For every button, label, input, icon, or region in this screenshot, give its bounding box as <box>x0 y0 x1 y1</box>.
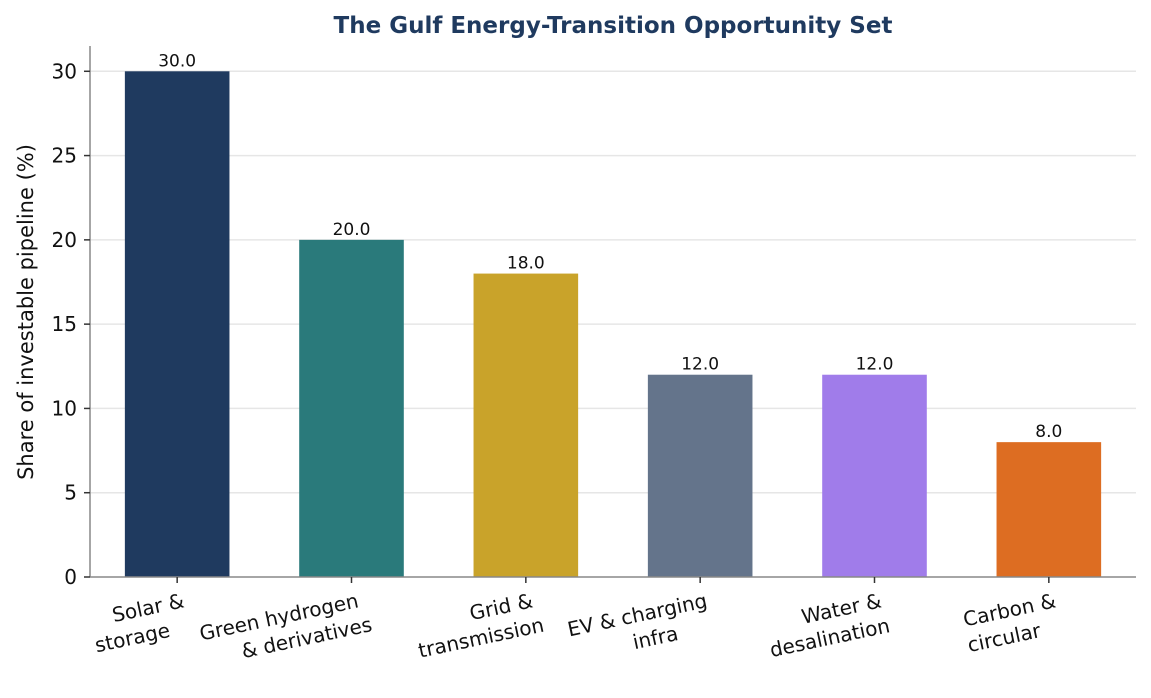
y-tick-label: 30 <box>52 59 77 83</box>
grid-lines <box>90 70 1136 494</box>
x-tick-label-line: storage <box>93 618 172 657</box>
y-tick-label: 15 <box>52 312 77 336</box>
bar <box>647 374 753 577</box>
y-axis-label: Share of investable pipeline (%) <box>14 144 38 480</box>
x-tick-label: Green hydrogen& derivatives <box>197 587 374 671</box>
x-axis-ticks: Solar &storage Green hydrogen& derivative… <box>87 577 1063 671</box>
y-tick-label: 5 <box>64 481 77 505</box>
x-tick-label: EV & charginginfra <box>565 588 714 666</box>
data-label: 18.0 <box>507 254 545 274</box>
bar <box>299 239 404 577</box>
y-tick-label: 20 <box>52 228 77 252</box>
y-tick-label: 10 <box>52 396 77 420</box>
x-tick-label: Water &desalination <box>762 588 892 662</box>
data-labels: 30.0 20.0 18.0 12.0 12.0 8.0 <box>158 51 1062 442</box>
bar <box>996 442 1102 577</box>
y-tick-label: 0 <box>64 565 77 589</box>
bars <box>124 71 1102 578</box>
x-tick-label: Carbon &circular <box>960 588 1063 657</box>
y-axis-ticks: 0 5 10 15 20 25 30 <box>52 59 90 589</box>
axes <box>89 46 1136 578</box>
data-label: 30.0 <box>158 51 196 71</box>
chart-title: The Gulf Energy-Transition Opportunity S… <box>334 13 893 39</box>
bar <box>473 273 579 577</box>
data-label: 12.0 <box>681 355 719 375</box>
data-label: 12.0 <box>856 355 894 375</box>
x-tick-label: Solar &storage <box>87 588 191 657</box>
y-tick-label: 25 <box>52 144 77 168</box>
data-label: 20.0 <box>333 220 371 240</box>
data-label: 8.0 <box>1035 422 1062 442</box>
bar <box>822 374 927 577</box>
bar <box>124 71 230 578</box>
x-tick-label: Grid &transmission <box>411 587 546 662</box>
